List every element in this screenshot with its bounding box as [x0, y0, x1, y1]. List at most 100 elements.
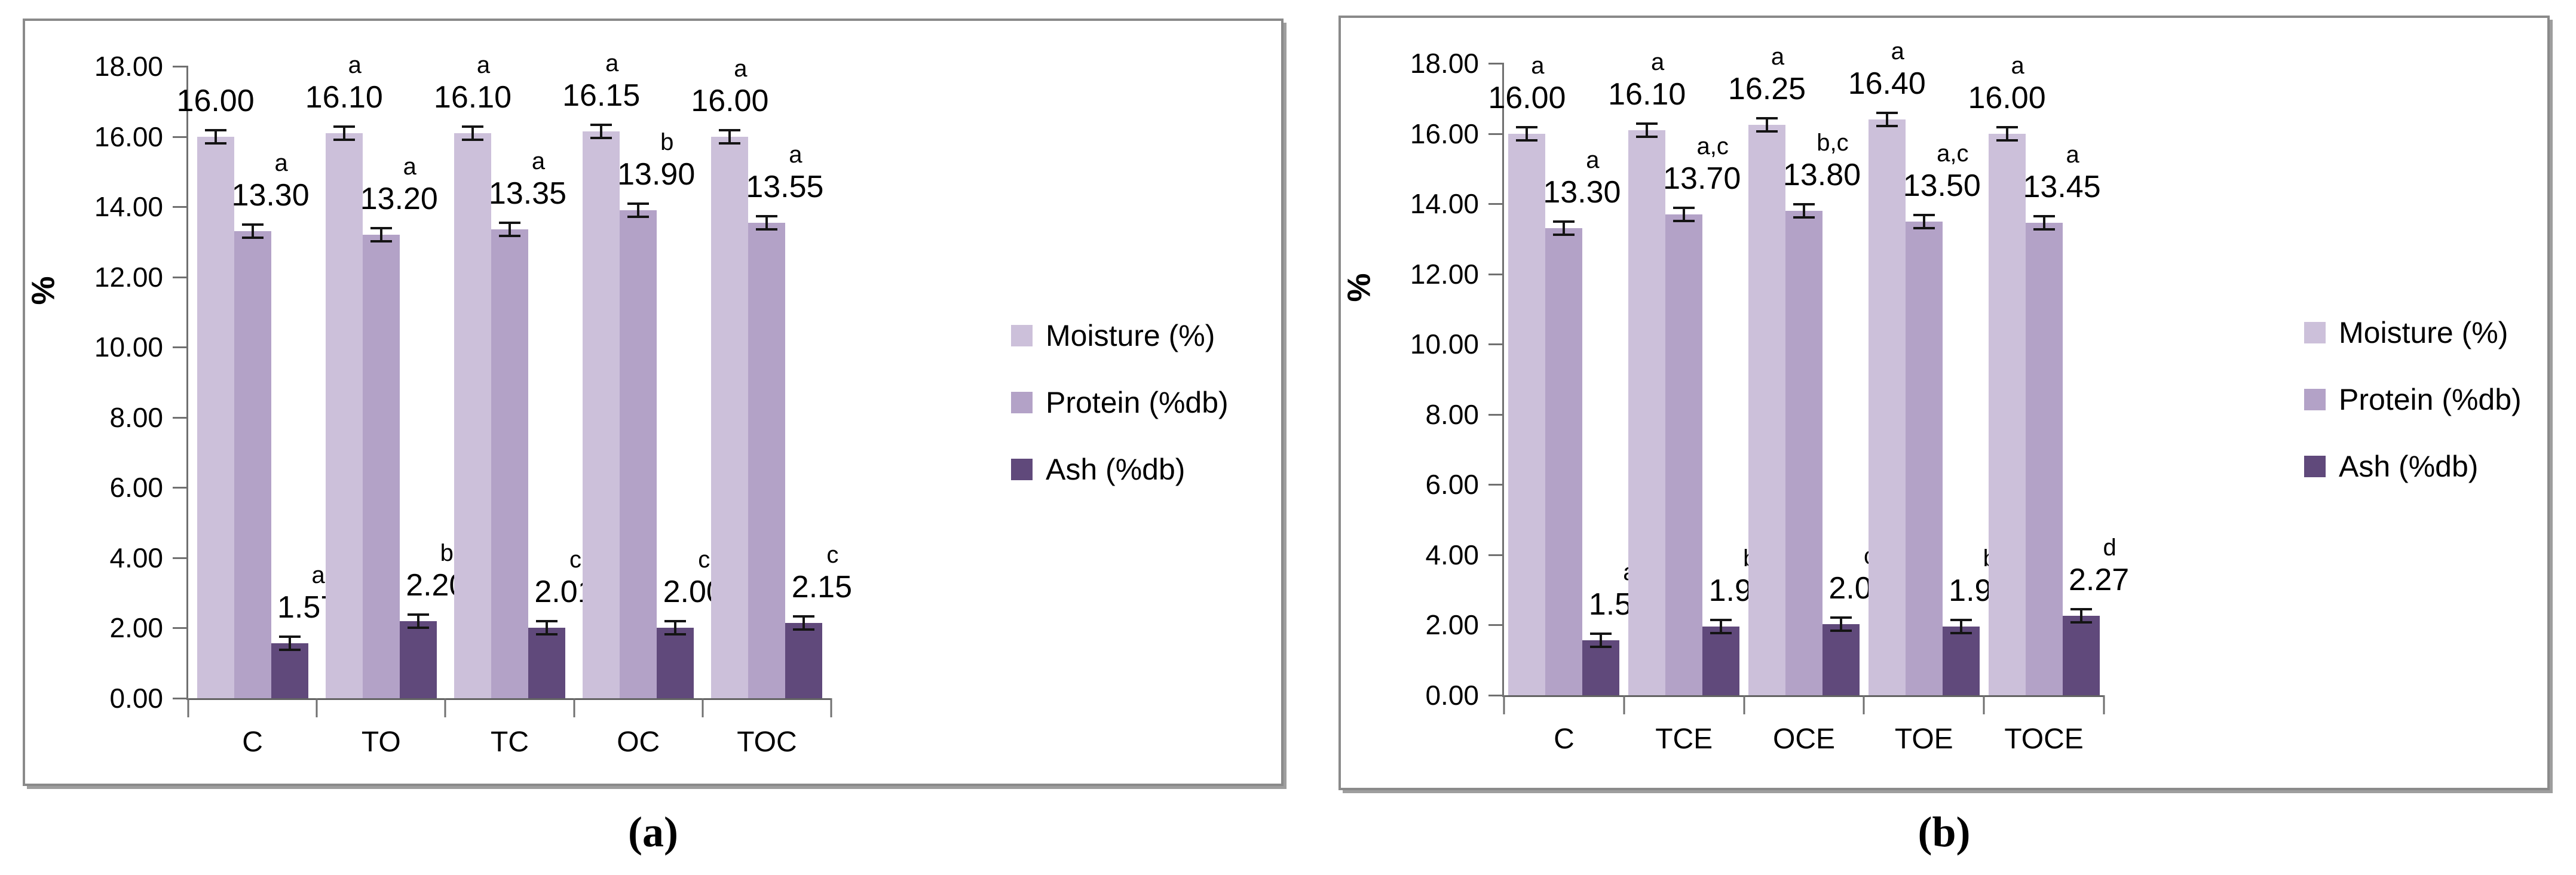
error-bar	[1590, 632, 1612, 648]
data-label-value: 16.25	[1727, 71, 1806, 106]
bar-protein-TOC	[748, 222, 786, 698]
legend-item: Protein (%db)	[1011, 385, 1229, 420]
barwrap-ash-TO: b 2.20	[399, 66, 466, 698]
data-label: a 16.25	[1728, 45, 1806, 105]
error-bar	[719, 128, 741, 145]
data-label: a 13.30	[232, 151, 310, 211]
significance-letter: a	[476, 51, 491, 78]
significance-letter: a	[2011, 52, 2024, 79]
data-label-value: 16.00	[176, 83, 255, 118]
y-tick-label: 18.00	[94, 51, 163, 82]
bar-protein-TO	[362, 235, 400, 698]
error-bar	[1516, 125, 1538, 142]
bar-ash-OC	[657, 628, 694, 698]
y-tick-mark	[173, 698, 188, 699]
data-label-value: 2.15	[791, 569, 853, 604]
bar-ash-TC	[528, 627, 565, 698]
barwrap-protein-TOE: a,c 13.50	[1903, 63, 1981, 695]
y-tick-label: 16.00	[1410, 118, 1479, 149]
error-bar	[756, 214, 778, 231]
bar-moisture-C	[1508, 133, 1546, 695]
error-bar	[793, 615, 815, 631]
bar-protein-OCE	[1785, 210, 1823, 695]
x-category-label-TC: TC	[491, 726, 529, 758]
barwrap-protein-TCE: a,c 13.70	[1663, 63, 1741, 695]
bar-ash-OCE	[1822, 624, 1860, 695]
error-bar	[590, 123, 612, 139]
data-label-value: 13.35	[488, 176, 567, 211]
barwrap-ash-OC: c 2.00	[657, 66, 724, 698]
plot-area: 16.00 a 13.30 a 1.57 a 16.10 a 13.20 b 2.20 a 16.10 a…	[94, 51, 852, 758]
error-bar	[1913, 213, 1935, 229]
y-tick-mark	[1488, 554, 1504, 556]
error-bar	[1553, 220, 1575, 237]
y-tick-mark	[173, 136, 188, 138]
bar-groups: 16.00 a 13.30 a 1.57 a 16.10 a 13.20 b 2.20 a 16.10 a…	[177, 51, 852, 698]
bar-protein-OC	[620, 210, 657, 698]
y-tick-mark	[1488, 695, 1504, 696]
barwrap-moisture-TCE: a 16.10	[1608, 50, 1686, 695]
y-tick-label: 0.00	[1425, 680, 1479, 711]
legend-label: Protein (%db)	[2339, 383, 2522, 416]
y-tick-label: 2.00	[109, 612, 163, 644]
x-tick-mark	[316, 698, 318, 717]
legend-label: Ash (%db)	[1046, 453, 1186, 486]
x-tick-mark	[1623, 695, 1625, 714]
x-tick-mark	[1863, 695, 1865, 714]
legend-item: Moisture (%)	[2304, 315, 2522, 350]
x-tick-mark	[2103, 695, 2105, 714]
barwrap-ash-C: a1.57	[1582, 63, 1649, 695]
barwrap-protein-TC: a 13.35	[489, 66, 566, 698]
y-tick-label: 12.00	[1410, 258, 1479, 290]
data-label-value: 13.30	[231, 178, 310, 213]
barwrap-protein-TO: a 13.20	[360, 66, 438, 698]
error-bar	[2070, 607, 2092, 624]
y-tick-mark	[1488, 63, 1504, 65]
y-tick-label: 2.00	[1425, 609, 1479, 641]
bar-group-OC: a 16.15 b 13.90 c 2.00	[562, 51, 724, 698]
error-bar	[1996, 125, 2018, 142]
y-tick-label: 4.00	[109, 542, 163, 573]
data-label-value: 13.80	[1782, 157, 1861, 192]
data-label-value: 13.45	[2023, 170, 2101, 205]
error-bar	[2033, 215, 2055, 231]
error-bar	[536, 619, 558, 635]
significance-letter: c	[569, 546, 581, 573]
barwrap-moisture-TC: a 16.10	[434, 53, 511, 698]
significance-letter: a	[348, 51, 362, 78]
data-label-value: 16.00	[1968, 80, 2046, 115]
error-bar	[1673, 206, 1695, 222]
y-tick-mark	[1488, 133, 1504, 135]
y-tick-mark	[173, 487, 188, 489]
x-tick-mark	[702, 698, 704, 717]
significance-letter: a	[789, 141, 802, 168]
x-axis-labels: C TO TC OC TOC	[188, 726, 831, 759]
error-bar	[1710, 618, 1732, 634]
data-label-value: 16.00	[1488, 80, 1566, 115]
y-tick-label: 16.00	[94, 121, 163, 152]
data-label: a 16.10	[434, 53, 511, 113]
barwrap-moisture-TOE: a 16.40	[1848, 39, 1926, 695]
significance-letter: a	[605, 50, 619, 76]
significance-letter: c	[826, 541, 839, 568]
significance-letter: a	[1531, 52, 1545, 79]
legend-swatch-moisture	[2304, 322, 2326, 343]
data-label-value: 13.20	[360, 182, 438, 217]
bar-ash-C	[1582, 640, 1620, 695]
data-label-value: 13.55	[746, 169, 824, 204]
legend-item: Protein (%db)	[2304, 382, 2522, 417]
y-tick-label: 8.00	[1425, 398, 1479, 430]
bar-group-TC: a 16.10 a 13.35 c 2.01	[434, 53, 595, 698]
data-label: b,c 13.80	[1783, 131, 1861, 191]
data-label: a 16.15	[562, 51, 640, 111]
data-label: a 16.40	[1848, 39, 1926, 99]
barwrap-ash-TCE: b1.96	[1702, 63, 1769, 695]
legend-swatch-ash	[1011, 459, 1033, 480]
bar-group-TOC: a 16.00 a 13.55 c 2.15	[691, 57, 852, 698]
x-category-label-OCE: OCE	[1772, 723, 1835, 755]
significance-letter: a	[403, 153, 416, 180]
data-label: a,c 13.70	[1663, 134, 1741, 194]
data-label-value: 16.10	[305, 79, 383, 115]
